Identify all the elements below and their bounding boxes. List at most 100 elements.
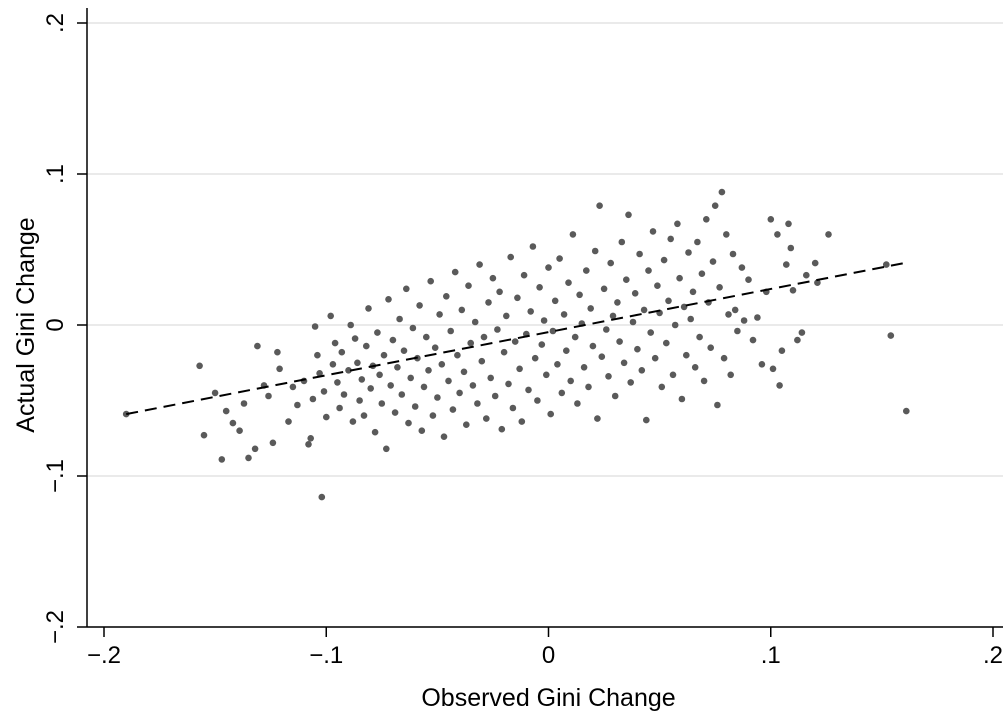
data-point xyxy=(565,279,572,287)
data-point xyxy=(416,302,423,309)
data-point xyxy=(500,348,508,356)
data-point xyxy=(200,431,208,439)
data-point xyxy=(345,367,352,374)
data-point xyxy=(627,379,634,386)
data-point xyxy=(609,312,617,320)
data-point xyxy=(714,401,721,409)
data-point xyxy=(696,333,703,341)
data-point xyxy=(236,427,243,435)
data-point xyxy=(334,379,341,386)
data-point xyxy=(511,338,519,345)
data-point xyxy=(587,305,594,312)
data-point xyxy=(240,400,248,407)
data-point xyxy=(314,351,321,359)
data-point xyxy=(251,445,259,453)
data-point xyxy=(540,317,548,324)
data-point xyxy=(363,342,370,350)
data-point xyxy=(465,282,472,290)
y-tick-label: .2 xyxy=(42,13,69,33)
y-tick-label: 0 xyxy=(42,318,69,331)
data-point xyxy=(505,380,512,388)
data-point xyxy=(798,329,806,336)
data-point xyxy=(427,277,435,285)
data-point xyxy=(411,403,419,410)
data-point xyxy=(365,305,372,312)
data-point xyxy=(378,400,386,407)
data-point xyxy=(449,406,457,413)
data-point xyxy=(596,202,603,209)
data-point xyxy=(600,285,608,293)
data-point xyxy=(603,326,610,333)
data-point xyxy=(658,383,666,391)
data-point xyxy=(476,261,483,268)
data-point xyxy=(745,276,752,284)
data-point xyxy=(356,397,363,404)
data-point xyxy=(569,231,577,238)
data-point xyxy=(396,315,403,323)
data-point xyxy=(654,282,661,290)
data-point xyxy=(374,329,381,336)
data-point xyxy=(400,347,408,355)
data-point xyxy=(660,256,668,264)
data-point xyxy=(469,382,477,389)
data-point xyxy=(211,389,219,397)
data-point xyxy=(394,364,401,371)
y-tick-label: .1 xyxy=(42,164,69,184)
data-point xyxy=(616,338,623,345)
data-point xyxy=(554,361,561,368)
data-point xyxy=(729,250,737,258)
x-tick-label: 0 xyxy=(542,642,555,669)
data-point xyxy=(703,216,710,223)
data-point xyxy=(496,288,503,296)
data-point xyxy=(478,357,486,365)
data-point xyxy=(391,409,399,416)
data-point xyxy=(498,425,506,433)
data-point xyxy=(718,188,726,196)
data-point xyxy=(640,306,648,314)
data-point xyxy=(347,321,355,329)
data-point xyxy=(456,389,463,397)
data-point xyxy=(294,401,301,409)
data-point xyxy=(547,410,554,418)
data-point xyxy=(571,333,579,341)
data-point xyxy=(734,327,741,335)
data-point xyxy=(691,364,699,371)
data-point xyxy=(585,383,592,391)
data-point xyxy=(727,371,734,379)
data-point xyxy=(803,271,810,279)
x-tick-label: −.1 xyxy=(309,642,343,669)
data-point xyxy=(443,293,450,300)
data-point xyxy=(551,297,559,305)
data-point xyxy=(122,410,130,418)
x-tick-label: .2 xyxy=(983,642,1003,669)
data-point xyxy=(320,388,328,395)
data-point xyxy=(758,361,766,368)
data-point xyxy=(305,441,312,448)
data-point xyxy=(583,267,590,274)
data-point xyxy=(285,418,292,425)
data-point xyxy=(545,264,552,271)
data-point xyxy=(651,354,659,362)
data-point xyxy=(731,306,739,314)
data-point xyxy=(611,392,619,400)
data-point xyxy=(647,329,654,336)
data-point xyxy=(529,243,537,250)
data-point xyxy=(649,228,657,235)
data-point xyxy=(667,235,674,243)
data-point xyxy=(405,419,412,427)
data-point xyxy=(556,255,563,262)
data-point xyxy=(580,364,588,371)
data-point xyxy=(700,377,708,385)
data-point xyxy=(518,418,526,425)
data-point xyxy=(716,284,723,291)
data-point xyxy=(340,391,348,398)
data-point xyxy=(503,312,510,320)
data-point xyxy=(707,344,714,352)
data-point xyxy=(398,391,406,398)
data-point xyxy=(387,382,395,389)
data-point xyxy=(698,270,706,278)
data-point xyxy=(467,339,475,347)
data-point xyxy=(811,259,819,267)
data-point xyxy=(483,415,490,422)
